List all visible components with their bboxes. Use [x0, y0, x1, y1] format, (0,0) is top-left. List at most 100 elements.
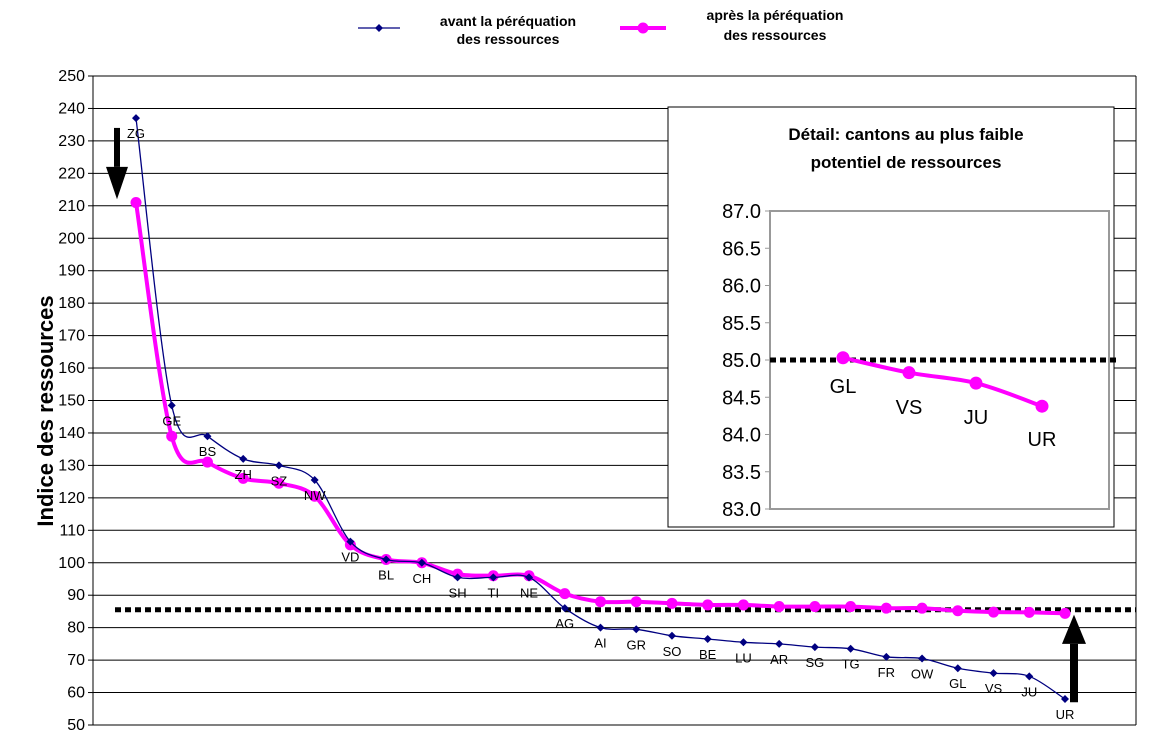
- y-axis-title: Indice des ressources: [33, 295, 58, 526]
- point-1-4: [273, 477, 285, 489]
- point-0-10: [489, 573, 498, 582]
- point-1-23: [952, 605, 964, 617]
- point-1-18: [773, 601, 785, 613]
- inset-point-JU: [969, 376, 983, 390]
- up-arrow-head: [1062, 614, 1086, 644]
- y-tick-label-9: 140: [58, 425, 85, 442]
- point-1-12: [559, 588, 571, 600]
- point-1-19: [809, 601, 821, 613]
- category-label-NW: NW: [304, 488, 326, 503]
- inset-title-line-0: Détail: cantons au plus faible: [788, 125, 1023, 144]
- legend-label-avant-0: avant la péréquation: [440, 13, 576, 29]
- point-0-4: [274, 461, 283, 470]
- category-label-OW: OW: [911, 666, 934, 681]
- category-label-VS: VS: [985, 681, 1003, 696]
- point-0-9: [453, 573, 462, 582]
- inset-point-VS: [902, 366, 916, 380]
- point-0-24: [989, 669, 998, 678]
- category-label-VD: VD: [341, 550, 359, 565]
- category-label-TG: TG: [842, 657, 860, 672]
- category-label-FR: FR: [878, 665, 895, 680]
- category-label-BE: BE: [699, 647, 717, 662]
- point-0-3: [239, 454, 248, 463]
- point-1-15: [666, 597, 678, 609]
- inset-chart: Détail: cantons au plus faible potentiel …: [667, 106, 1116, 528]
- point-1-3: [237, 472, 249, 484]
- legend-marker-avant: [375, 24, 383, 32]
- inset-tick-label-1: 83.5: [722, 462, 761, 484]
- category-label-SG: SG: [805, 655, 824, 670]
- y-tick-label-1: 60: [67, 685, 85, 702]
- inset-category-labels: GL VS JU UR: [830, 376, 1057, 451]
- category-label-AI: AI: [594, 636, 606, 651]
- inset-point-UR: [1035, 399, 1049, 413]
- point-0-2: [203, 432, 212, 441]
- y-tick-label-14: 190: [58, 263, 85, 280]
- inset-tick-label-2: 84.0: [722, 425, 761, 447]
- point-0-11: [525, 573, 534, 582]
- inset-series-line: [842, 355, 1043, 409]
- point-0-19: [810, 643, 819, 652]
- y-tick-label-19: 240: [58, 100, 85, 117]
- point-0-17: [739, 638, 748, 647]
- inset-tick-label-3: 84.5: [722, 387, 761, 409]
- point-1-21: [880, 602, 892, 614]
- category-label-CH: CH: [412, 571, 431, 586]
- category-label-GL: GL: [949, 676, 966, 691]
- inset-category-label-JU: JU: [964, 407, 988, 429]
- y-tick-label-13: 180: [58, 295, 85, 312]
- point-1-24: [988, 606, 1000, 618]
- y-tick-label-8: 130: [58, 457, 85, 474]
- inset-tick-label-7: 86.5: [722, 238, 761, 260]
- legend-label-avant-1: des ressources: [457, 31, 560, 47]
- y-tick-label-15: 200: [58, 230, 85, 247]
- category-label-SZ: SZ: [271, 473, 288, 488]
- main-series: [130, 114, 1071, 704]
- legend-label-apres-1: des ressources: [724, 27, 827, 43]
- inset-category-label-UR: UR: [1028, 429, 1057, 451]
- category-label-UR: UR: [1056, 707, 1075, 722]
- category-label-JU: JU: [1021, 684, 1037, 699]
- series-line-0: [135, 118, 1066, 700]
- point-1-26: [1059, 607, 1071, 619]
- point-1-5: [309, 490, 321, 502]
- category-label-BL: BL: [378, 568, 394, 583]
- point-0-12: [560, 604, 569, 613]
- y-tick-label-17: 220: [58, 165, 85, 182]
- inset-y-ticks: 83.0 83.5 84.0 84.5 85.0 85.5 86.0 86.5 87.0: [722, 201, 770, 521]
- point-1-25: [1023, 606, 1035, 618]
- point-1-1: [166, 430, 178, 442]
- y-tick-label-16: 210: [58, 198, 85, 215]
- series-1: [130, 197, 1071, 619]
- series-0: [132, 114, 1069, 704]
- y-tick-label-2: 70: [67, 652, 85, 669]
- point-0-5: [310, 476, 319, 485]
- point-0-22: [918, 654, 927, 663]
- y-tick-label-4: 90: [67, 587, 85, 604]
- point-1-0: [130, 197, 142, 209]
- point-0-15: [667, 631, 676, 640]
- point-1-17: [737, 599, 749, 611]
- y-tick-label-5: 100: [58, 555, 85, 572]
- inset-title-line-1: potentiel de ressources: [811, 153, 1002, 172]
- legend: avant la péréquation des ressources après …: [358, 7, 843, 47]
- category-label-AR: AR: [770, 652, 788, 667]
- category-label-GE: GE: [162, 413, 181, 428]
- main-arrows: [106, 127, 1086, 703]
- point-0-26: [1061, 695, 1069, 704]
- series-line-1: [134, 202, 1066, 616]
- point-0-23: [953, 664, 962, 673]
- inset-tick-label-5: 85.5: [722, 313, 761, 335]
- point-0-1: [167, 401, 176, 410]
- inset-tick-label-0: 83.0: [722, 499, 761, 521]
- inset-tick-label-6: 86.0: [722, 276, 761, 298]
- point-1-20: [845, 601, 857, 613]
- legend-marker-apres: [637, 22, 649, 34]
- point-1-13: [595, 596, 606, 608]
- category-label-LU: LU: [735, 650, 752, 665]
- point-0-6: [346, 537, 355, 546]
- category-label-ZG: ZG: [127, 126, 145, 141]
- category-label-TI: TI: [488, 585, 500, 600]
- inset-frame: [667, 106, 1115, 528]
